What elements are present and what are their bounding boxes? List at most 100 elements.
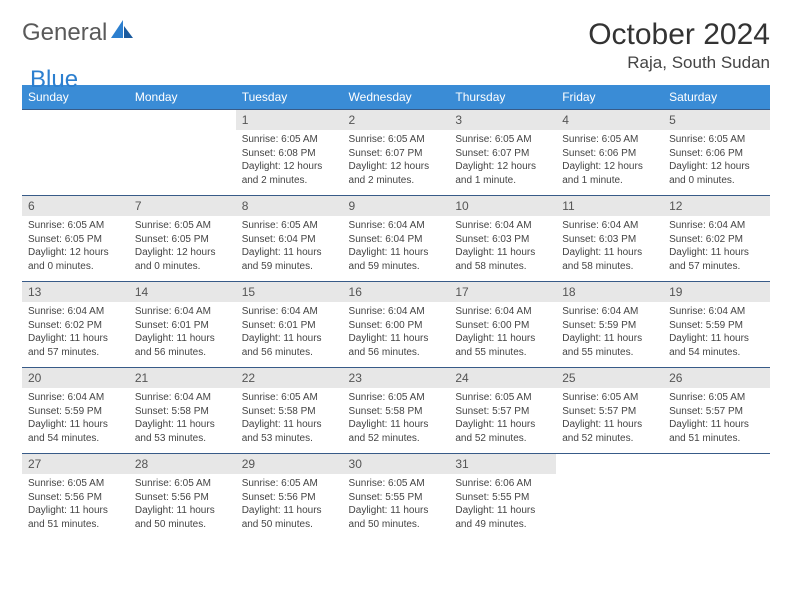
calendar-day-cell: 25Sunrise: 6:05 AMSunset: 5:57 PMDayligh… (556, 368, 663, 454)
calendar-day-cell: 14Sunrise: 6:04 AMSunset: 6:01 PMDayligh… (129, 282, 236, 368)
calendar-day-cell: 17Sunrise: 6:04 AMSunset: 6:00 PMDayligh… (449, 282, 556, 368)
weekday-header: Saturday (663, 85, 770, 110)
weekday-header-row: SundayMondayTuesdayWednesdayThursdayFrid… (22, 85, 770, 110)
day-number: 21 (129, 368, 236, 388)
day-number: 25 (556, 368, 663, 388)
calendar-day-cell: 26Sunrise: 6:05 AMSunset: 5:57 PMDayligh… (663, 368, 770, 454)
calendar-week-row: 6Sunrise: 6:05 AMSunset: 6:05 PMDaylight… (22, 196, 770, 282)
calendar-week-row: 13Sunrise: 6:04 AMSunset: 6:02 PMDayligh… (22, 282, 770, 368)
calendar-day-cell: 28Sunrise: 6:05 AMSunset: 5:56 PMDayligh… (129, 454, 236, 540)
weekday-header: Wednesday (343, 85, 450, 110)
calendar-day-cell: 15Sunrise: 6:04 AMSunset: 6:01 PMDayligh… (236, 282, 343, 368)
calendar-week-row: 27 Sunrise: 6:05 AMSunset: 5:56 PMDayligh… (22, 454, 770, 540)
day-details: Sunrise: 6:04 AMSunset: 5:59 PMDaylight:… (663, 302, 770, 367)
calendar-day-cell (22, 110, 129, 196)
calendar-day-cell: 8Sunrise: 6:05 AMSunset: 6:04 PMDaylight… (236, 196, 343, 282)
day-details: Sunrise: 6:05 AMSunset: 6:06 PMDaylight:… (556, 130, 663, 195)
calendar-day-cell: 31Sunrise: 6:06 AMSunset: 5:55 PMDayligh… (449, 454, 556, 540)
weekday-header: Friday (556, 85, 663, 110)
day-number: 27 (22, 454, 129, 474)
day-details: Sunrise: 6:04 AMSunset: 6:02 PMDaylight:… (22, 302, 129, 367)
day-number: 18 (556, 282, 663, 302)
day-details: Sunrise: 6:04 AMSunset: 6:00 PMDaylight:… (449, 302, 556, 367)
day-details: Sunrise: 6:05 AMSunset: 5:58 PMDaylight:… (236, 388, 343, 453)
calendar-day-cell: 23Sunrise: 6:05 AMSunset: 5:58 PMDayligh… (343, 368, 450, 454)
day-details: Sunrise: 6:04 AMSunset: 6:03 PMDaylight:… (449, 216, 556, 281)
day-details: Sunrise: 6:05 AMSunset: 6:05 PMDaylight:… (22, 216, 129, 281)
day-details: Sunrise: 6:04 AMSunset: 6:04 PMDaylight:… (343, 216, 450, 281)
calendar-day-cell: 1Sunrise: 6:05 AMSunset: 6:08 PMDaylight… (236, 110, 343, 196)
logo-sail-icon (109, 18, 135, 47)
day-number: 3 (449, 110, 556, 130)
day-details: Sunrise: 6:05 AMSunset: 6:07 PMDaylight:… (343, 130, 450, 195)
day-number: 6 (22, 196, 129, 216)
day-details: Sunrise: 6:05 AMSunset: 5:57 PMDaylight:… (449, 388, 556, 453)
day-details: Sunrise: 6:04 AMSunset: 6:01 PMDaylight:… (129, 302, 236, 367)
day-number: 23 (343, 368, 450, 388)
day-number: 2 (343, 110, 450, 130)
day-details: Sunrise: 6:05 AMSunset: 5:58 PMDaylight:… (343, 388, 450, 453)
day-details: Sunrise: 6:04 AMSunset: 5:59 PMDaylight:… (556, 302, 663, 367)
day-number: 8 (236, 196, 343, 216)
day-details: Sunrise: 6:05 AMSunset: 5:57 PMDaylight:… (556, 388, 663, 453)
title-block: October 2024 Raja, South Sudan (588, 18, 770, 73)
calendar-day-cell: 6Sunrise: 6:05 AMSunset: 6:05 PMDaylight… (22, 196, 129, 282)
day-details: Sunrise: 6:04 AMSunset: 5:58 PMDaylight:… (129, 388, 236, 453)
calendar-body: 1Sunrise: 6:05 AMSunset: 6:08 PMDaylight… (22, 110, 770, 540)
calendar-day-cell (129, 110, 236, 196)
day-number: 9 (343, 196, 450, 216)
day-number: 1 (236, 110, 343, 130)
day-number: 12 (663, 196, 770, 216)
day-number: 5 (663, 110, 770, 130)
day-number: 11 (556, 196, 663, 216)
day-number: 19 (663, 282, 770, 302)
day-details: Sunrise: 6:05 AMSunset: 5:56 PMDaylight:… (236, 474, 343, 539)
calendar-day-cell (663, 454, 770, 540)
calendar-day-cell: 20Sunrise: 6:04 AMSunset: 5:59 PMDayligh… (22, 368, 129, 454)
day-number: 22 (236, 368, 343, 388)
calendar-day-cell: 3Sunrise: 6:05 AMSunset: 6:07 PMDaylight… (449, 110, 556, 196)
day-number: 31 (449, 454, 556, 474)
calendar-week-row: 20Sunrise: 6:04 AMSunset: 5:59 PMDayligh… (22, 368, 770, 454)
day-number: 16 (343, 282, 450, 302)
page-title: October 2024 (588, 18, 770, 51)
day-details: Sunrise: 6:05 AMSunset: 6:07 PMDaylight:… (449, 130, 556, 195)
calendar-day-cell: 24Sunrise: 6:05 AMSunset: 5:57 PMDayligh… (449, 368, 556, 454)
calendar-day-cell: 13Sunrise: 6:04 AMSunset: 6:02 PMDayligh… (22, 282, 129, 368)
day-number: 26 (663, 368, 770, 388)
day-number: 20 (22, 368, 129, 388)
calendar-day-cell: 19Sunrise: 6:04 AMSunset: 5:59 PMDayligh… (663, 282, 770, 368)
day-number: 17 (449, 282, 556, 302)
day-details: Sunrise: 6:05 AMSunset: 6:06 PMDaylight:… (663, 130, 770, 195)
calendar-day-cell: 29Sunrise: 6:05 AMSunset: 5:56 PMDayligh… (236, 454, 343, 540)
header: General Blue October 2024 Raja, South Su… (22, 18, 770, 73)
calendar-day-cell: 21Sunrise: 6:04 AMSunset: 5:58 PMDayligh… (129, 368, 236, 454)
day-details: Sunrise: 6:05 AMSunset: 6:05 PMDaylight:… (129, 216, 236, 281)
logo-text-blue: Blue (30, 66, 78, 94)
calendar-day-cell: 30Sunrise: 6:05 AMSunset: 5:55 PMDayligh… (343, 454, 450, 540)
day-details: Sunrise: 6:04 AMSunset: 6:00 PMDaylight:… (343, 302, 450, 367)
day-number: 24 (449, 368, 556, 388)
day-details: Sunrise: 6:04 AMSunset: 6:02 PMDaylight:… (663, 216, 770, 281)
calendar-day-cell (556, 454, 663, 540)
day-details: Sunrise: 6:05 AMSunset: 5:55 PMDaylight:… (343, 474, 450, 539)
calendar-day-cell: 27Sunrise: 6:05 AMSunset: 5:56 PMDayligh… (22, 454, 129, 540)
calendar-day-cell: 7Sunrise: 6:05 AMSunset: 6:05 PMDaylight… (129, 196, 236, 282)
day-number: 29 (236, 454, 343, 474)
calendar-day-cell: 10Sunrise: 6:04 AMSunset: 6:03 PMDayligh… (449, 196, 556, 282)
calendar-day-cell: 12Sunrise: 6:04 AMSunset: 6:02 PMDayligh… (663, 196, 770, 282)
calendar-week-row: 1Sunrise: 6:05 AMSunset: 6:08 PMDaylight… (22, 110, 770, 196)
calendar-day-cell: 5Sunrise: 6:05 AMSunset: 6:06 PMDaylight… (663, 110, 770, 196)
logo: General Blue (22, 18, 135, 47)
day-details: Sunrise: 6:05 AMSunset: 5:57 PMDaylight:… (663, 388, 770, 453)
calendar-day-cell: 18Sunrise: 6:04 AMSunset: 5:59 PMDayligh… (556, 282, 663, 368)
day-number: 13 (22, 282, 129, 302)
calendar-day-cell: 2Sunrise: 6:05 AMSunset: 6:07 PMDaylight… (343, 110, 450, 196)
day-details: Sunrise: 6:06 AMSunset: 5:55 PMDaylight:… (449, 474, 556, 539)
location-subtitle: Raja, South Sudan (588, 53, 770, 73)
weekday-header: Monday (129, 85, 236, 110)
day-number: 7 (129, 196, 236, 216)
day-number: 10 (449, 196, 556, 216)
logo-text-general: General (22, 19, 107, 47)
day-details: Sunrise: 6:04 AMSunset: 5:59 PMDaylight:… (22, 388, 129, 453)
